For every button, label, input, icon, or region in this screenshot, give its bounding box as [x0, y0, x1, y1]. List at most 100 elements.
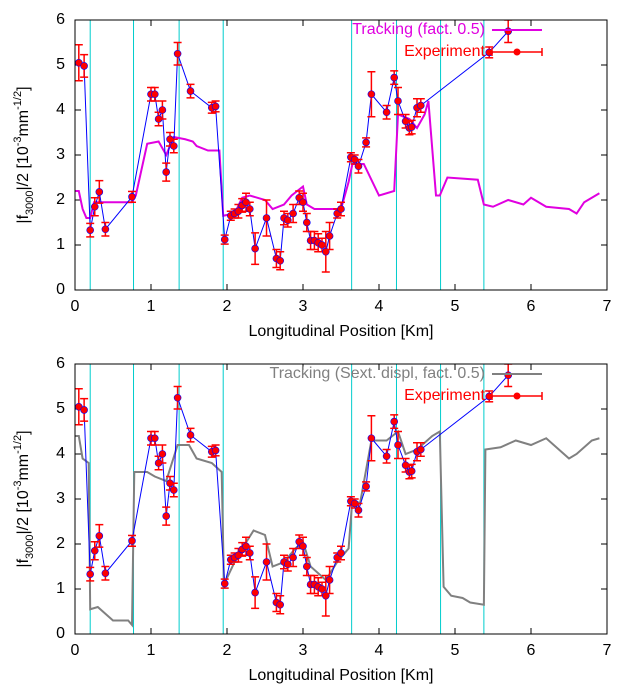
x-tick-label: 6: [527, 642, 536, 659]
plot-frame: [74, 363, 608, 635]
data-point: [186, 87, 195, 95]
data-point: [504, 27, 513, 36]
data-point: [318, 241, 326, 249]
legend-label: Tracking (Sext. displ, fact. 0.5): [270, 365, 485, 382]
data-point: [251, 244, 259, 253]
y-tick-label: 1: [56, 580, 65, 597]
data-point: [90, 202, 99, 211]
data-point: [158, 106, 167, 114]
data-point: [390, 417, 399, 426]
experiment-line: [78, 374, 509, 606]
data-point: [289, 209, 297, 218]
x-tick-label: 1: [147, 642, 156, 659]
data-point: [394, 441, 402, 449]
x-tick-label: 1: [147, 298, 156, 315]
y-tick-label: 6: [56, 11, 65, 28]
data-point: [367, 434, 376, 443]
data-point: [246, 205, 254, 213]
y-tick-label: 5: [56, 56, 65, 73]
x-tick-label: 5: [451, 642, 460, 659]
data-point: [289, 553, 297, 562]
data-point: [162, 168, 170, 176]
data-point: [158, 450, 167, 458]
data-point: [362, 482, 370, 491]
y-tick-label: 1: [56, 236, 65, 253]
panel: 0 1 2 3 4 5 6 0 1 2 3 4 5 6 7 Longitudinal Position [Km…: [12, 355, 612, 684]
y-axis-label-part: |/2 [10: [15, 146, 32, 190]
data-point: [394, 97, 402, 105]
data-point: [299, 198, 307, 207]
data-point: [276, 600, 285, 609]
data-point: [390, 73, 399, 82]
data-point: [337, 549, 345, 557]
y-axis-label-part: 3000: [24, 534, 36, 558]
plot-frame: [74, 19, 608, 291]
data-point: [86, 226, 94, 234]
y-axis-label-part: |/2 [10: [15, 490, 32, 534]
x-axis-label: Longitudinal Position [Km]: [249, 323, 434, 340]
x-tick-label: 7: [603, 298, 612, 315]
data-point: [251, 588, 259, 597]
data-point: [276, 256, 285, 265]
data-point: [101, 569, 110, 578]
tracking-line: [75, 429, 600, 628]
tracking-line: [75, 100, 600, 219]
data-point: [382, 452, 391, 461]
data-point: [128, 193, 136, 201]
y-tick-label: 0: [56, 625, 65, 642]
data-point: [504, 371, 513, 380]
legend-label: Tracking (fact. 0.5): [352, 21, 485, 38]
data-point: [302, 562, 311, 571]
y-axis-label-part: ]: [15, 86, 32, 90]
x-axis-label: Longitudinal Position [Km]: [249, 667, 434, 684]
data-point: [173, 49, 182, 58]
data-point: [416, 445, 425, 454]
panel: 0 1 2 3 4 5 6 0 1 2 3 4 5 6 7 Longitudinal Position [Km…: [12, 11, 612, 340]
data-point: [325, 576, 334, 584]
x-tick-label: 4: [375, 642, 384, 659]
y-tick-label: 4: [56, 101, 65, 118]
y-axis-label: |f3000|/2 [10-3mm-1/2]: [12, 86, 36, 223]
data-point: [170, 142, 178, 150]
data-point: [170, 486, 178, 494]
data-point: [186, 431, 195, 439]
data-point: [382, 108, 391, 117]
x-tick-label: 2: [223, 298, 232, 315]
legend-label: Experiment: [404, 43, 485, 60]
plot-area: [75, 20, 600, 273]
y-tick-label: 4: [56, 445, 65, 462]
data-point: [299, 542, 307, 551]
data-point: [211, 446, 220, 455]
x-tick-label: 4: [375, 298, 384, 315]
x-tick-label: 3: [299, 298, 308, 315]
y-axis-label-part: |f: [15, 558, 32, 567]
y-axis-label-part: -1/2: [12, 91, 24, 110]
data-point: [262, 214, 271, 222]
data-point: [367, 90, 376, 99]
data-point: [262, 558, 271, 566]
data-point: [354, 162, 363, 171]
data-point: [325, 232, 334, 240]
x-tick-label: 0: [71, 298, 80, 315]
legend-swatch: [513, 48, 521, 56]
data-point: [128, 537, 136, 545]
y-axis-label-part: -3: [12, 481, 24, 491]
x-tick-label: 3: [299, 642, 308, 659]
data-point: [101, 225, 110, 234]
data-point: [318, 585, 326, 593]
data-point: [407, 123, 416, 131]
x-tick-label: 7: [603, 642, 612, 659]
data-point: [362, 138, 370, 147]
data-point: [151, 434, 159, 443]
data-point: [95, 532, 104, 540]
y-tick-label: 2: [56, 535, 65, 552]
data-point: [211, 102, 220, 111]
x-tick-label: 2: [223, 642, 232, 659]
data-point: [95, 188, 104, 196]
data-point: [151, 90, 159, 99]
data-point: [86, 570, 94, 578]
data-point: [416, 101, 425, 110]
y-axis-label-part: -3: [12, 137, 24, 147]
y-tick-label: 0: [56, 281, 65, 298]
